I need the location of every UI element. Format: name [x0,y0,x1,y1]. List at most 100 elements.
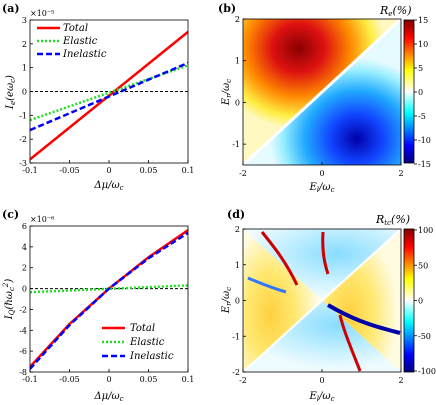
panel-d-xlabel: El/ωc [308,391,334,403]
legend-c-total: Total [130,323,155,334]
panel-d-colorbar [403,228,415,373]
y-tick-label-b: 2 [235,15,240,24]
x-tick-label-b: -2 [239,169,247,178]
panel-b-axes: -2 0 2 -1 0 1 2 [232,15,403,178]
colorbar-tick-label-b: 5 [418,64,423,73]
x-tick-label-c: 0 [106,375,111,384]
panel-a-label: (a) [2,2,20,15]
y-tick-label-a: -3 [19,159,27,168]
x-tick-label-a: -0.05 [59,166,80,175]
panel-c-ylabel: IQ(ℏωc2) [2,279,16,321]
heatmap-d-left-region [243,229,322,372]
x-tick-label-a: 0.05 [140,166,158,175]
heatmap-d-ridge-red-left [260,231,299,286]
colorbar-tick-label-d: -100 [418,367,436,376]
panel-a-plot [30,30,188,161]
x-tick-label-a: 0.1 [182,166,195,175]
panel-b-ylabel: Er/ωc [221,79,233,106]
legend-c-elastic: Elastic [129,337,165,348]
y-tick-label-d: 0 [235,297,240,306]
x-tick-label-b: 0 [319,169,324,178]
panel-b-heatmap [243,19,401,165]
panel-a-legend: Total Elastic Inelastic [37,23,107,60]
panel-b-xlabel: El/ωc [308,182,334,194]
panel-a-multiplier: ×10⁻⁵ [30,9,54,18]
series-c-inelastic [30,231,188,370]
y-tick-label-a: 1 [22,64,27,73]
panel-b-colorbar-title: Re(%) [379,4,412,18]
panel-a-axes: -0.1 -0.05 0 0.05 0.1 -3 -2 -1 0 1 2 3 [19,16,194,175]
colorbar-tick-label-d: 100 [418,226,433,235]
x-tick-label-c: 0.05 [140,375,158,384]
panel-c-multiplier: ×10⁻⁶ [30,215,54,224]
y-tick-label-a: 0 [22,88,27,97]
x-tick-label-d: 0 [319,376,324,385]
y-tick-label-d: 2 [235,225,240,234]
heatmap-d-diagonal [243,229,401,372]
y-tick-label-c: -6 [19,347,27,356]
x-tick-label-d: -2 [239,376,247,385]
y-tick-label-b: 1 [235,57,240,66]
panel-d-ylabel: Er/ωc [221,287,233,314]
y-tick-label-c: -2 [19,305,27,314]
panel-d-label: (d) [227,208,245,221]
panel-d-axes: -2 0 2 -2 -1 0 1 2 [232,225,403,385]
heatmap-d-ridge-red-bottom [338,314,362,372]
panel-c-plot [30,229,188,370]
colorbar-tick-label-b: 0 [418,88,423,97]
x-tick-label-a: -0.1 [22,166,37,175]
legend-a-total: Total [63,23,88,34]
y-tick-label-a: 3 [22,16,27,25]
panel-c-axes: -0.1 -0.05 0 0.05 0.1 -8 -6 -4 -2 0 2 4 6 [19,222,194,384]
heatmap-d-ridge-blue-left [247,276,287,294]
y-tick-label-a: -2 [19,135,27,144]
y-tick-label-c: -4 [19,326,27,335]
colorbar-tick-label-d: 0 [418,297,423,306]
y-tick-label-c: 2 [22,264,27,273]
colorbar-tick-label-b: 15 [418,16,428,25]
panel-c-legend: Total Elastic Inelastic [102,323,174,362]
series-a-inelastic [30,61,188,132]
panel-c-label: (c) [2,208,19,221]
y-tick-label-a: 2 [22,40,27,49]
panel-b-colorbar [403,19,415,164]
colorbar-tick-label-b: -10 [418,136,431,145]
heatmap-d-bottom-region [243,300,401,372]
heatmap-d-ridge-blue-right [326,303,401,335]
y-tick-label-c: -8 [19,368,27,377]
y-tick-label-d: 1 [235,261,240,270]
heatmap-d-right-region [322,229,401,372]
y-tick-label-b: -1 [232,140,240,149]
y-tick-label-c: 4 [22,243,27,252]
colorbar-tick-label-b: -5 [418,112,426,121]
x-tick-label-a: 0 [106,166,111,175]
x-tick-label-b: 2 [398,169,403,178]
colorbar-tick-label-d: -50 [418,332,431,341]
colorbar-tick-label-d: 50 [418,261,428,270]
colorbar-tick-label-b: 10 [418,40,428,49]
panel-d-colorbar-ticks: 100 50 0 -50 -100 [414,226,436,376]
y-tick-label-c: 0 [22,285,27,294]
heatmap-b-diagonal [243,19,401,165]
x-tick-label-c: -0.05 [59,375,80,384]
legend-c-inelastic: Inelastic [129,351,174,362]
panel-c: (c) ×10⁻⁶ IQ(ℏωc2) Δμ/ωc -0.1 -0.05 0 0.05 0… [2,208,194,403]
panel-a-ylabel: Ie(eωc) [5,75,17,110]
colorbar-tick-label-b: -15 [418,160,431,169]
panel-b-label: (b) [218,2,236,15]
heatmap-d-top-region [243,229,401,300]
y-tick-label-b: 0 [235,98,240,107]
x-tick-label-c: 0.1 [182,375,195,384]
heatmap-d-ridge-red-top [321,231,330,275]
x-tick-label-d: 2 [398,376,403,385]
y-tick-label-d: -2 [232,368,240,377]
panel-c-xlabel: Δμ/ωc [93,391,123,403]
y-tick-label-c: 6 [22,222,27,231]
x-tick-label-c: -0.1 [22,375,37,384]
y-tick-label-a: -1 [19,111,27,120]
legend-a-elastic: Elastic [62,36,98,47]
panel-a-xlabel: Δμ/ωc [93,180,123,192]
panel-b-colorbar-ticks: 15 10 5 0 -5 -10 -15 [414,16,431,169]
